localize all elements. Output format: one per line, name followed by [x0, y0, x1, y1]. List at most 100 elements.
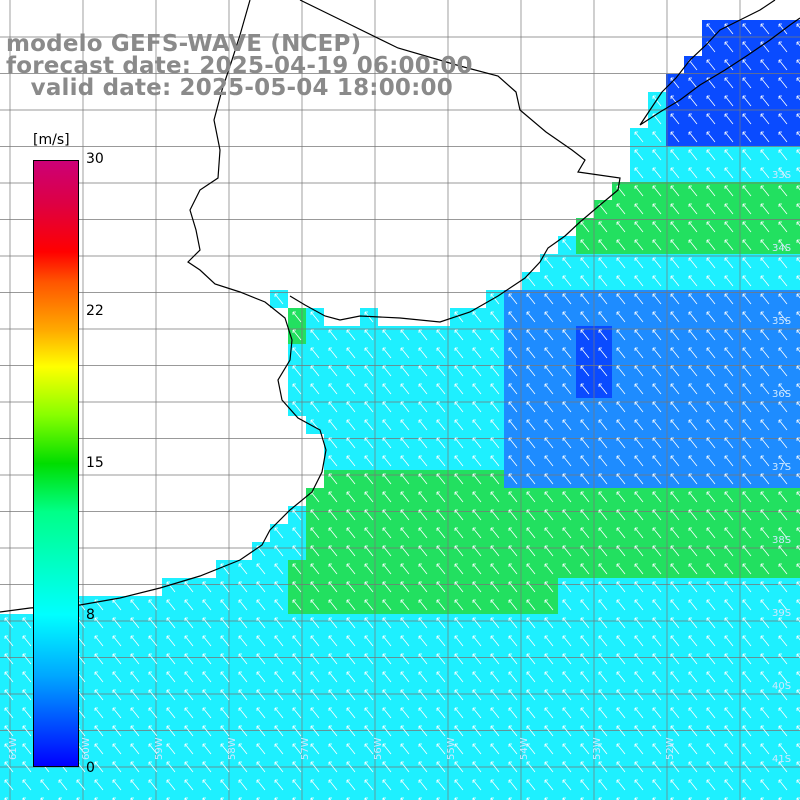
wind-arrow: [742, 491, 752, 503]
wind-arrow: [634, 401, 644, 413]
wind-arrow: [292, 725, 302, 737]
wind-arrow: [778, 599, 788, 611]
wind-arrow: [94, 671, 104, 683]
wind-arrow: [634, 743, 644, 755]
wind-arrow: [454, 473, 464, 485]
wind-arrow: [544, 635, 554, 647]
wind-arrow: [778, 689, 788, 701]
wind-arrow: [688, 761, 698, 773]
wind-cell: [558, 794, 576, 800]
wind-cell: [90, 794, 108, 800]
wind-arrow: [616, 617, 626, 629]
wind-arrow: [634, 131, 644, 143]
wind-arrow: [544, 653, 554, 665]
wind-arrow: [472, 527, 482, 539]
wind-arrow: [148, 689, 158, 701]
wind-arrow: [778, 563, 788, 575]
wind-arrow: [382, 329, 392, 341]
wind-arrow: [346, 779, 356, 791]
wind-arrow: [580, 635, 590, 647]
wind-arrow: [112, 617, 122, 629]
wind-arrow: [364, 383, 374, 395]
wind-arrow: [418, 347, 428, 359]
wind-arrow: [598, 401, 608, 413]
wind-arrow: [652, 527, 662, 539]
wind-arrow: [616, 653, 626, 665]
wind-arrow: [310, 707, 320, 719]
wind-arrow: [310, 527, 320, 539]
wind-arrow: [652, 203, 662, 215]
wind-arrow: [274, 689, 284, 701]
wind-arrow: [166, 761, 176, 773]
wind-cell: [792, 200, 800, 218]
latitude-label: 39S: [772, 608, 791, 619]
wind-arrow: [670, 167, 680, 179]
wind-arrow: [724, 599, 734, 611]
wind-arrow: [490, 779, 500, 791]
wind-arrow: [778, 671, 788, 683]
wind-arrow: [778, 77, 788, 89]
wind-arrow: [454, 707, 464, 719]
wind-arrow: [436, 689, 446, 701]
wind-arrow: [22, 725, 32, 737]
wind-arrow: [778, 617, 788, 629]
wind-arrow: [94, 779, 104, 791]
wind-arrow: [436, 455, 446, 467]
wind-arrow: [166, 635, 176, 647]
wind-arrow: [544, 527, 554, 539]
wind-arrow: [274, 599, 284, 611]
wind-arrow: [616, 491, 626, 503]
wind-arrow: [742, 311, 752, 323]
wind-arrow: [526, 455, 536, 467]
wind-arrow: [652, 383, 662, 395]
wind-arrow: [328, 617, 338, 629]
wind-arrow: [454, 761, 464, 773]
wind-arrow: [454, 437, 464, 449]
wind-arrow: [760, 149, 770, 161]
wind-arrow: [256, 707, 266, 719]
wind-arrow: [724, 41, 734, 53]
wind-arrow: [670, 437, 680, 449]
wind-arrow: [256, 671, 266, 683]
wind-cell: [756, 794, 774, 800]
wind-arrow: [130, 779, 140, 791]
wind-arrow: [508, 455, 518, 467]
wind-arrow: [112, 725, 122, 737]
wind-arrow: [724, 545, 734, 557]
wind-arrow: [220, 599, 230, 611]
wind-arrow: [4, 707, 14, 719]
wind-arrow: [778, 725, 788, 737]
wind-arrow: [688, 221, 698, 233]
wind-cell: [792, 614, 800, 632]
longitude-labels: 61W 60W 59W 58W 57W 56W 55W 54W 53W 52W: [8, 737, 676, 760]
wind-arrow: [562, 257, 572, 269]
wind-arrow: [382, 527, 392, 539]
wind-arrow: [202, 599, 212, 611]
wind-arrow: [742, 527, 752, 539]
wind-arrow: [670, 275, 680, 287]
wind-arrow: [598, 653, 608, 665]
wind-arrow: [598, 599, 608, 611]
wind-arrow: [760, 761, 770, 773]
wind-arrow: [634, 581, 644, 593]
wind-arrow: [634, 779, 644, 791]
wind-arrow: [436, 599, 446, 611]
wind-arrow: [688, 743, 698, 755]
wind-arrow: [688, 203, 698, 215]
wind-arrow: [616, 707, 626, 719]
wind-arrow: [238, 635, 248, 647]
wind-arrow: [94, 635, 104, 647]
wind-arrow: [724, 581, 734, 593]
wind-arrow: [346, 563, 356, 575]
wind-arrow: [418, 383, 428, 395]
wind-arrow: [490, 761, 500, 773]
wind-arrow: [328, 743, 338, 755]
wind-arrow: [760, 239, 770, 251]
wind-arrow: [454, 365, 464, 377]
wind-arrow: [400, 653, 410, 665]
wind-arrow: [346, 581, 356, 593]
wind-arrow: [580, 365, 590, 377]
wind-arrow: [400, 743, 410, 755]
wind-arrow: [22, 689, 32, 701]
wind-cell: [36, 794, 54, 800]
